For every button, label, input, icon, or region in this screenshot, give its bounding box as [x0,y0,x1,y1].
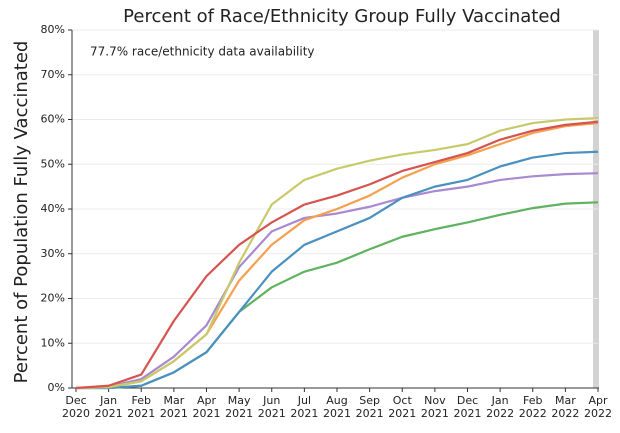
y-tick-label: 10% [41,336,65,349]
y-tick-label: 50% [41,157,65,170]
y-tick-label: 20% [41,292,65,305]
x-tick-label: Apr 2021 [193,394,221,420]
y-tick-label: 70% [41,68,65,81]
x-tick-label: Jul 2021 [290,394,318,420]
y-tick-label: 60% [41,113,65,126]
y-tick-label: 30% [41,247,65,260]
x-tick-label: Jan 2021 [95,394,123,420]
series-line [75,120,599,390]
x-tick-label: Dec 2020 [62,394,90,420]
chart-title: Percent of Race/Ethnicity Group Fully Va… [123,6,561,27]
x-tick-label: Feb 2021 [127,394,155,420]
x-tick-label: Apr 2022 [584,394,612,420]
x-tick-label: Mar 2022 [551,394,579,420]
series-line [75,117,599,390]
x-tick-label: Jun 2021 [258,394,286,420]
x-tick-label: Dec 2021 [454,394,482,420]
series-line [75,172,599,390]
series-line [75,121,599,390]
y-axis-label: Percent of Population Fully Vaccinated [11,41,32,384]
series-line [76,150,599,390]
x-tick-label: Feb 2022 [519,394,547,420]
x-tick-label: Sep 2021 [356,394,384,420]
x-tick-label: Aug 2021 [323,394,351,420]
series-line [76,201,599,390]
annotation: 77.7% race/ethnicity data availability [90,45,315,59]
x-tick-label: Nov 2021 [421,394,449,420]
y-tick-label: 0% [48,381,65,394]
x-tick-label: Jan 2022 [486,394,514,420]
y-tick-label: 80% [41,23,65,36]
x-tick-label: Mar 2021 [160,394,188,420]
y-tick-label: 40% [41,202,65,215]
x-tick-label: Oct 2021 [388,394,416,420]
x-tick-label: May 2021 [225,394,253,420]
